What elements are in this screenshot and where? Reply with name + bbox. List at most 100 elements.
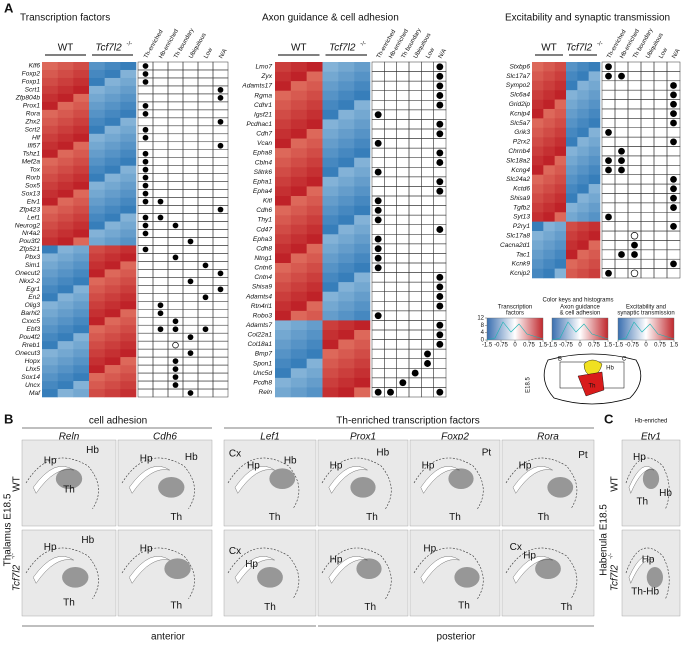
heatmap-cell [73,205,90,214]
matrix-cell [197,388,214,398]
heatmap-cell [577,99,589,110]
heatmap-cell [104,109,121,119]
matrix-cell [137,340,154,350]
matrix-cell [152,173,169,182]
matrix-cell [653,155,668,166]
tissue-outline [227,547,300,599]
membership-dot [618,147,625,155]
gene-name: Slc24a2 [506,176,530,183]
tissue-outline [505,547,578,599]
membership-dot [436,63,444,71]
heatmap-cell [104,221,121,230]
heatmap-cell [73,285,90,294]
heatmap-cell [89,277,105,286]
matrix-cell [212,380,229,390]
region-label: Hp [423,544,436,555]
matrix-cell [408,80,422,91]
membership-dot [157,310,164,317]
matrix-cell [396,310,410,321]
matrix-cell [197,181,214,190]
membership-dot [605,269,612,277]
heatmap-cell [354,109,371,120]
region-label: Hp [140,544,153,555]
matrix-cell [666,240,681,251]
heatmap-cell [120,261,137,270]
gene-name: Grik3 [514,129,530,136]
heatmap-cell [588,193,601,204]
heatmap-cell [73,349,90,358]
matrix-cell [212,189,229,198]
heatmap-cell [57,62,74,71]
matrix-cell [197,157,214,166]
matrix-cell [421,387,434,398]
heatmap-cell [120,101,137,111]
key-x-label: 0.75 [654,343,666,349]
matrix-cell [653,99,668,110]
matrix-cell [421,281,434,292]
heatmap-cell [306,263,323,273]
matrix-cell [167,213,184,222]
heatmap-cell [322,100,339,111]
matrix-cell [601,258,616,269]
heatmap-cell [554,80,567,91]
matrix-cell [627,212,642,222]
membership-dot [618,157,625,164]
row-label: WT [610,476,621,492]
matrix-cell [167,173,184,182]
matrix-cell [640,249,655,260]
heatmap-cell [120,197,137,206]
heatmap-cell [566,99,578,110]
membership-dot [142,134,149,141]
heatmap-cell [275,368,292,379]
membership-dot [670,222,677,230]
membership-dot [618,166,625,174]
heatmap-cell [543,71,555,82]
gene-name: Adamts7 [245,322,272,329]
matrix-cell [137,380,154,390]
heatmap-cell [275,358,292,369]
gene-name: Epha1 [253,178,272,185]
matrix-cell [601,118,616,128]
gene-name: Egr1 [26,286,40,293]
heatmap-cell [275,377,292,388]
gene-name: Cacna2d1 [500,242,530,249]
heatmap-cell [338,186,355,197]
region-label: Hp [519,460,532,471]
matrix-cell [653,212,668,222]
key-x-label: -0.75 [625,343,639,349]
matrix-cell [182,173,199,182]
heatmap-cell [577,146,589,157]
ventricle [234,466,275,494]
matrix-cell [152,372,169,382]
matrix-cell [396,301,410,312]
matrix-cell [371,320,385,331]
gene-name: Olig3 [25,302,41,309]
region-label: Th [170,600,182,611]
membership-dot [157,326,164,333]
membership-dot [142,150,149,157]
heatmap-cell [275,148,292,159]
region-label: Hp [330,555,343,566]
heatmap-cell [89,333,105,342]
heatmap-cell [57,365,74,374]
heatmap-cell [42,181,58,190]
heatmap-cell [566,127,578,138]
matrix-cell [197,189,214,198]
heatmap-cell [306,176,323,187]
heatmap-cell [577,268,589,279]
heatmap-cell [73,62,90,71]
heatmap-cell [543,184,555,194]
tissue-outline [625,457,670,509]
heatmap-cell [275,138,292,149]
tissue-outline [227,457,300,509]
heatmap-cell [89,165,105,174]
matrix-cell [137,205,154,214]
heatmap-cell [338,282,355,293]
membership-dot [157,198,164,205]
region-label: Hb [659,488,672,499]
matrix-cell [396,90,410,101]
group-title: Hb-enriched [635,419,668,425]
heatmap-cell [57,357,74,366]
matrix-cell [152,189,169,198]
matrix-cell [137,332,154,342]
